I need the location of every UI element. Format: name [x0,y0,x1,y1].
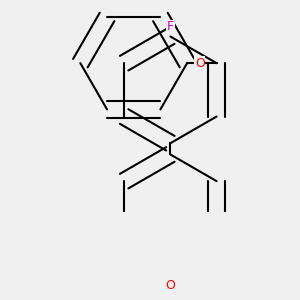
Text: O: O [165,279,175,292]
Text: O: O [195,57,205,70]
Text: F: F [167,20,174,33]
